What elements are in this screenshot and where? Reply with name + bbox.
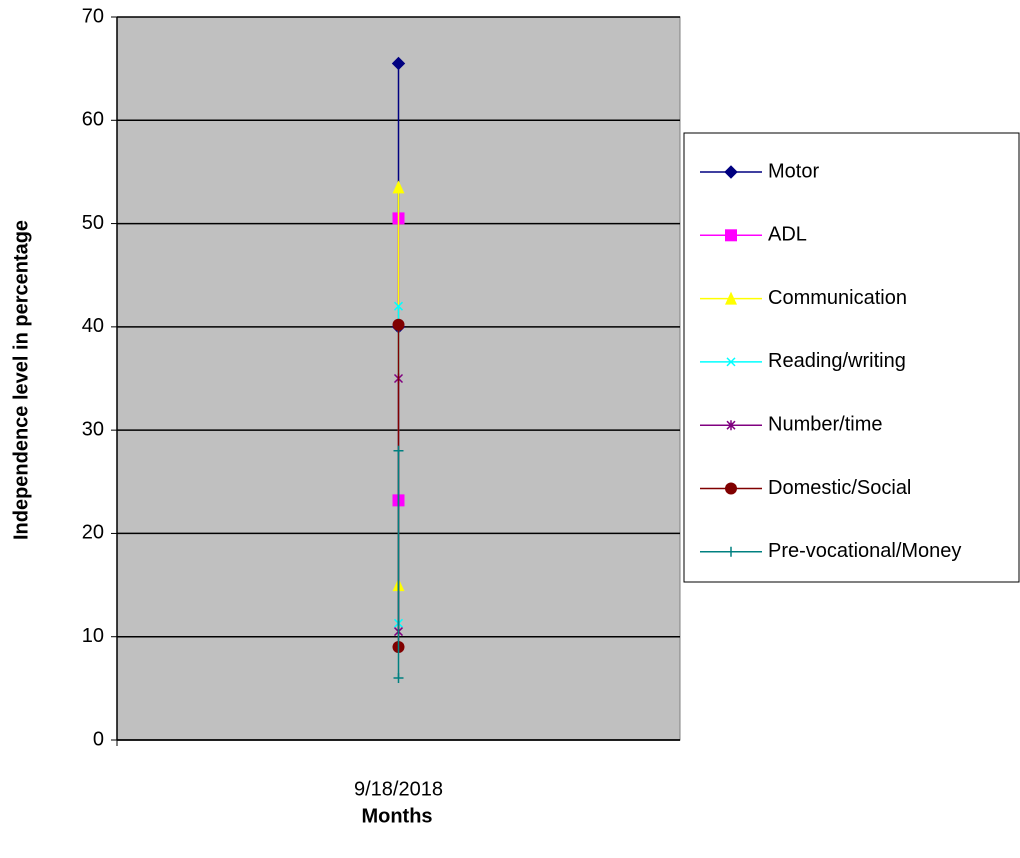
y-axis-title: Independence level in percentage	[10, 220, 32, 540]
legend-label: Number/time	[768, 413, 882, 435]
y-tick-label: 70	[82, 5, 104, 27]
marker	[391, 56, 406, 71]
marker	[393, 301, 404, 311]
marker	[726, 546, 736, 557]
marker	[392, 180, 405, 194]
marker	[725, 291, 737, 305]
y-tick-label: 20	[82, 522, 104, 544]
y-tick-label: 60	[82, 109, 104, 131]
marker	[393, 673, 404, 684]
marker	[726, 420, 736, 431]
x-axis-title: Months	[361, 805, 432, 827]
legend-label: Communication	[768, 287, 907, 309]
legend-label: Reading/writing	[768, 350, 906, 372]
marker	[725, 229, 737, 242]
y-tick-label: 30	[82, 418, 104, 440]
legend-label: Domestic/Social	[768, 477, 911, 499]
y-tick-label: 50	[82, 212, 104, 234]
y-tick-label: 0	[93, 728, 104, 750]
marker	[724, 165, 738, 179]
marker	[725, 482, 737, 495]
marker	[726, 357, 736, 367]
marker	[392, 318, 405, 331]
y-tick-label: 10	[82, 625, 104, 647]
x-tick-label: 9/18/2018	[354, 778, 443, 800]
legend-box	[683, 132, 1020, 583]
marker	[393, 445, 404, 456]
legend-label: Motor	[768, 160, 819, 182]
legend-label: ADL	[768, 224, 807, 246]
legend-label: Pre-vocational/Money	[768, 540, 961, 562]
y-tick-label: 40	[82, 315, 104, 337]
